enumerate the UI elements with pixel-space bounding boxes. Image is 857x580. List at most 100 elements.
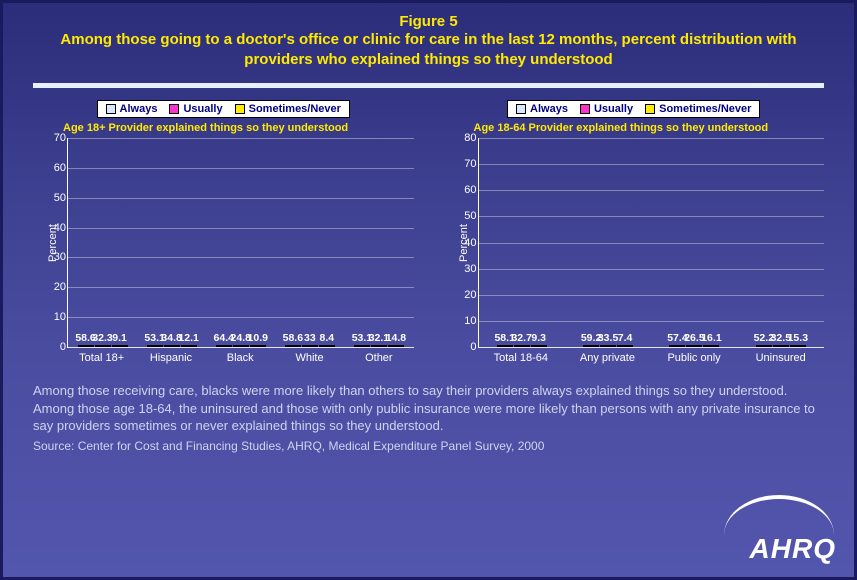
y-tick-label: 40 — [457, 237, 477, 249]
left-plot-area: Percent 01020304050607058.632.39.153.134… — [67, 138, 414, 348]
y-tick-label: 0 — [46, 341, 66, 353]
figure-number: Figure 5 — [43, 13, 814, 30]
bar-sometimes_never: 7.4 — [617, 345, 633, 347]
bar-usually: 33 — [302, 345, 318, 347]
bar-value-label: 8.4 — [320, 332, 335, 344]
gridline — [479, 347, 825, 348]
left-chart: Always Usually Sometimes/Never Age 18+ Pro… — [33, 100, 414, 364]
y-tick-label: 50 — [46, 192, 66, 204]
legend-label-usually: Usually — [183, 103, 222, 115]
y-tick-label: 80 — [457, 132, 477, 144]
left-chart-title: Age 18+ Provider explained things so the… — [33, 122, 414, 134]
x-tick-label: Total 18-64 — [478, 352, 565, 364]
bar-group: 53.132.114.8 — [354, 345, 404, 347]
gridline — [68, 347, 414, 348]
bar-group: 57.426.516.1 — [669, 345, 719, 347]
bar-value-label: 58.6 — [283, 332, 303, 344]
bar-usually: 32.7 — [514, 345, 530, 347]
figure-title: Among those going to a doctor's office o… — [43, 30, 814, 69]
charts-container: Always Usually Sometimes/Never Age 18+ Pro… — [3, 88, 854, 364]
left-x-ticks: Total 18+HispanicBlackWhiteOther — [67, 352, 414, 364]
bars-row: 58.632.39.153.134.812.164.424.810.958.63… — [68, 138, 414, 347]
bar-value-label: 10.9 — [248, 332, 268, 344]
y-tick-label: 0 — [457, 341, 477, 353]
bar-always: 53.1 — [147, 345, 163, 347]
y-tick-label: 20 — [46, 281, 66, 293]
bar-group: 58.132.79.3 — [497, 345, 547, 347]
bar-value-label: 7.4 — [618, 332, 633, 344]
bar-usually: 32.5 — [773, 345, 789, 347]
bar-always: 57.4 — [669, 345, 685, 347]
x-tick-label: Hispanic — [136, 352, 205, 364]
bar-sometimes_never: 16.1 — [703, 345, 719, 347]
legend-label-sometimes_never: Sometimes/Never — [249, 103, 341, 115]
legend-item-sometimes_never: Sometimes/Never — [235, 103, 341, 115]
bar-group: 52.232.515.3 — [756, 345, 806, 347]
right-legend: Always Usually Sometimes/Never — [507, 100, 760, 118]
bar-usually: 32.1 — [371, 345, 387, 347]
bar-value-label: 12.1 — [178, 332, 198, 344]
legend-label-always: Always — [120, 103, 158, 115]
legend-swatch-always — [106, 104, 116, 114]
right-chart-title: Age 18-64 Provider explained things so t… — [444, 122, 825, 134]
bar-value-label: 16.1 — [701, 332, 721, 344]
bar-usually: 34.8 — [164, 345, 180, 347]
y-tick-label: 70 — [46, 132, 66, 144]
bar-always: 53.1 — [354, 345, 370, 347]
legend-swatch-sometimes_never — [235, 104, 245, 114]
y-tick-label: 10 — [457, 315, 477, 327]
bar-always: 58.6 — [78, 345, 94, 347]
y-tick-label: 70 — [457, 158, 477, 170]
bar-always: 52.2 — [756, 345, 772, 347]
x-tick-label: Any private — [564, 352, 651, 364]
legend-label-usually: Usually — [594, 103, 633, 115]
legend-swatch-always — [516, 104, 526, 114]
bar-always: 59.2 — [583, 345, 599, 347]
left-legend: Always Usually Sometimes/Never — [97, 100, 350, 118]
y-tick-label: 20 — [457, 289, 477, 301]
bar-group: 59.233.57.4 — [583, 345, 633, 347]
y-tick-label: 60 — [46, 162, 66, 174]
legend-item-usually: Usually — [580, 103, 633, 115]
bar-usually: 33.5 — [600, 345, 616, 347]
bar-sometimes_never: 14.8 — [388, 345, 404, 347]
legend-item-usually: Usually — [169, 103, 222, 115]
legend-item-always: Always — [516, 103, 568, 115]
bar-group: 58.6338.4 — [285, 345, 335, 347]
right-x-ticks: Total 18-64Any privatePublic onlyUninsur… — [478, 352, 825, 364]
bar-group: 58.632.39.1 — [78, 345, 128, 347]
bar-sometimes_never: 9.3 — [531, 345, 547, 347]
legend-label-sometimes_never: Sometimes/Never — [659, 103, 751, 115]
y-tick-label: 60 — [457, 184, 477, 196]
y-tick-label: 50 — [457, 210, 477, 222]
source-text: Source: Center for Cost and Financing St… — [3, 435, 854, 453]
legend-item-always: Always — [106, 103, 158, 115]
x-tick-label: Uninsured — [737, 352, 824, 364]
logo-arc-icon — [724, 495, 834, 535]
bar-usually: 32.3 — [95, 345, 111, 347]
bar-group: 64.424.810.9 — [216, 345, 266, 347]
bar-sometimes_never: 9.1 — [112, 345, 128, 347]
bar-value-label: 33.5 — [598, 332, 618, 344]
right-chart: Always Usually Sometimes/Never Age 18-64 P… — [444, 100, 825, 364]
bar-value-label: 14.8 — [386, 332, 406, 344]
legend-item-sometimes_never: Sometimes/Never — [645, 103, 751, 115]
bar-usually: 24.8 — [233, 345, 249, 347]
bar-usually: 26.5 — [686, 345, 702, 347]
legend-swatch-usually — [169, 104, 179, 114]
right-plot-area: Percent 0102030405060708058.132.79.359.2… — [478, 138, 825, 348]
bar-value-label: 33 — [304, 332, 316, 344]
x-tick-label: Other — [344, 352, 413, 364]
figure-header: Figure 5 Among those going to a doctor's… — [3, 3, 854, 75]
bar-sometimes_never: 8.4 — [319, 345, 335, 347]
ahrq-logo: AHRQ — [750, 533, 836, 565]
y-tick-label: 30 — [457, 263, 477, 275]
bar-group: 53.134.812.1 — [147, 345, 197, 347]
y-tick-label: 10 — [46, 311, 66, 323]
legend-swatch-usually — [580, 104, 590, 114]
bar-value-label: 15.3 — [788, 332, 808, 344]
bar-sometimes_never: 15.3 — [790, 345, 806, 347]
y-tick-label: 30 — [46, 251, 66, 263]
y-tick-label: 40 — [46, 222, 66, 234]
bar-value-label: 9.3 — [531, 332, 546, 344]
